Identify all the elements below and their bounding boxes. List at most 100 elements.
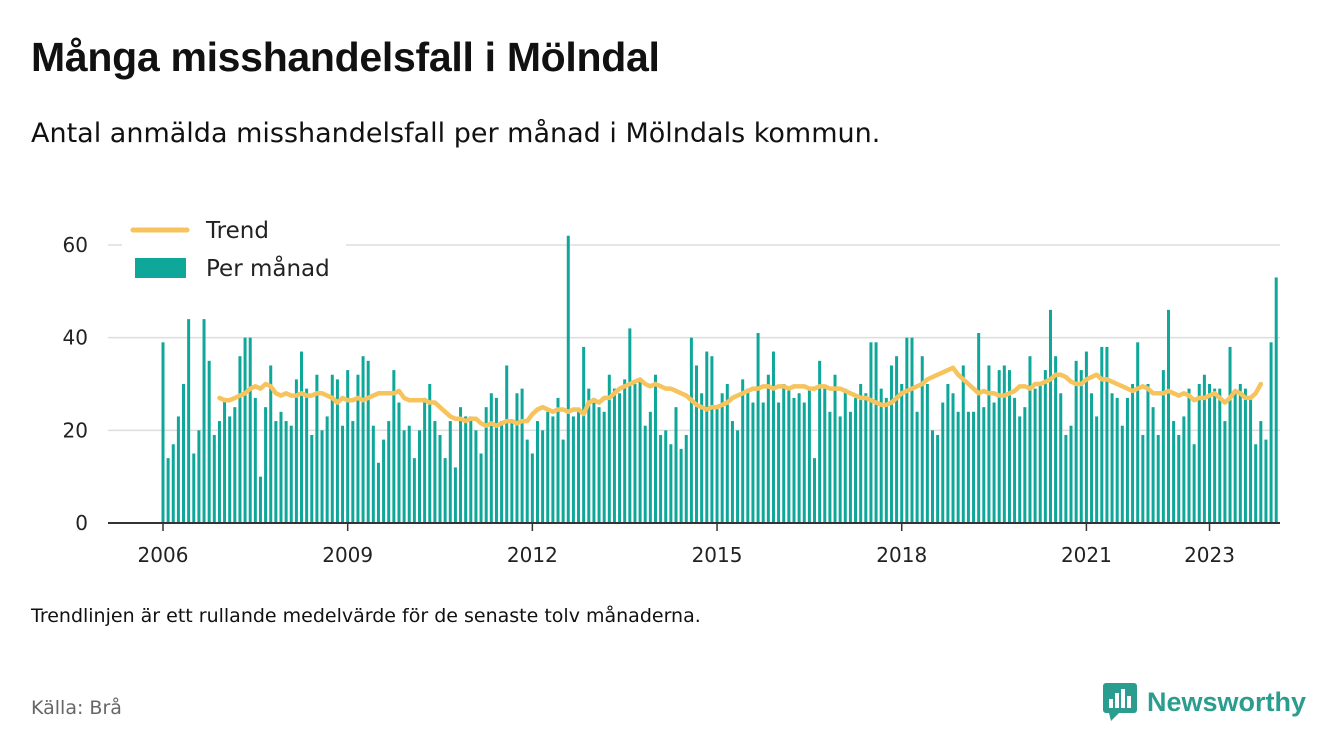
bar xyxy=(438,434,442,523)
bar xyxy=(351,421,355,523)
bar xyxy=(412,458,416,523)
bar xyxy=(1223,421,1227,523)
bar xyxy=(679,448,683,523)
bar xyxy=(659,434,663,523)
bar xyxy=(720,393,724,523)
bar xyxy=(879,388,883,523)
bar xyxy=(448,421,452,523)
axes: 0 20 40 60 2006 2009 2012 2015 2018 2021 2023 xyxy=(63,233,1280,567)
bar xyxy=(238,356,242,523)
bar xyxy=(977,333,981,523)
bar xyxy=(664,430,668,523)
bar xyxy=(1007,370,1011,523)
bar xyxy=(582,346,586,523)
bar xyxy=(300,351,304,523)
bar xyxy=(859,384,863,523)
bar xyxy=(587,388,591,523)
bar xyxy=(294,379,298,523)
bar xyxy=(171,444,175,523)
bar xyxy=(356,374,360,523)
bar xyxy=(828,411,832,523)
bar xyxy=(915,411,919,523)
bar xyxy=(161,342,165,523)
chart-title: Många misshandelsfall i Mölndal xyxy=(31,34,660,80)
bar xyxy=(869,342,873,523)
bar xyxy=(756,333,760,523)
bar xyxy=(525,439,529,523)
bar xyxy=(695,365,699,523)
bar xyxy=(361,356,365,523)
bar xyxy=(397,402,401,523)
bar xyxy=(551,416,555,523)
bar xyxy=(992,402,996,523)
bar xyxy=(725,384,729,523)
x-tick-label: 2023 xyxy=(1184,543,1235,567)
bar xyxy=(341,425,345,523)
bar xyxy=(674,407,678,523)
bar xyxy=(371,425,375,523)
bar xyxy=(751,402,755,523)
bar xyxy=(1110,393,1114,523)
bar xyxy=(700,393,704,523)
bar xyxy=(669,444,673,523)
bar xyxy=(1095,416,1099,523)
bar xyxy=(833,374,837,523)
bar xyxy=(269,365,273,523)
bar xyxy=(638,379,642,523)
bar xyxy=(910,337,914,523)
bar xyxy=(643,425,647,523)
bar xyxy=(1125,397,1129,523)
bar xyxy=(500,421,504,523)
bar xyxy=(843,388,847,523)
bar xyxy=(202,319,206,523)
bar xyxy=(966,411,970,523)
bar xyxy=(987,365,991,523)
bar xyxy=(884,397,888,523)
bar xyxy=(407,425,411,523)
bar xyxy=(520,388,524,523)
bar xyxy=(335,379,339,523)
bar xyxy=(895,356,899,523)
x-tick-label: 2006 xyxy=(138,543,189,567)
bar xyxy=(848,411,852,523)
bar xyxy=(274,421,278,523)
bar xyxy=(510,421,514,523)
bar xyxy=(577,411,581,523)
bar xyxy=(854,397,858,523)
bar xyxy=(787,388,791,523)
bar xyxy=(566,235,570,523)
bar xyxy=(1146,384,1150,523)
bar xyxy=(315,374,319,523)
bar xyxy=(1192,444,1196,523)
source: Källa: Brå xyxy=(31,697,122,719)
bar xyxy=(736,430,740,523)
trend-series xyxy=(217,365,1264,428)
bar xyxy=(402,430,406,523)
bar xyxy=(597,407,601,523)
bar xyxy=(484,407,488,523)
trend-line xyxy=(217,365,1264,428)
bar xyxy=(1254,444,1258,523)
bar xyxy=(453,467,457,523)
bar xyxy=(602,411,606,523)
bar xyxy=(546,411,550,523)
bar xyxy=(972,411,976,523)
bar xyxy=(1243,388,1247,523)
bar xyxy=(253,397,257,523)
bar xyxy=(592,397,596,523)
bar xyxy=(997,370,1001,523)
bar xyxy=(802,402,806,523)
x-tick-label: 2012 xyxy=(507,543,558,567)
bar xyxy=(612,388,616,523)
brand[interactable]: Newsworthy xyxy=(1103,683,1306,721)
x-tick-label: 2018 xyxy=(876,543,927,567)
bar xyxy=(818,360,822,523)
bar xyxy=(1213,388,1217,523)
bar xyxy=(797,393,801,523)
bar xyxy=(1090,393,1094,523)
bar xyxy=(207,360,211,523)
bar xyxy=(571,416,575,523)
bar xyxy=(1100,346,1104,523)
bar xyxy=(782,384,786,523)
bar xyxy=(1151,407,1155,523)
